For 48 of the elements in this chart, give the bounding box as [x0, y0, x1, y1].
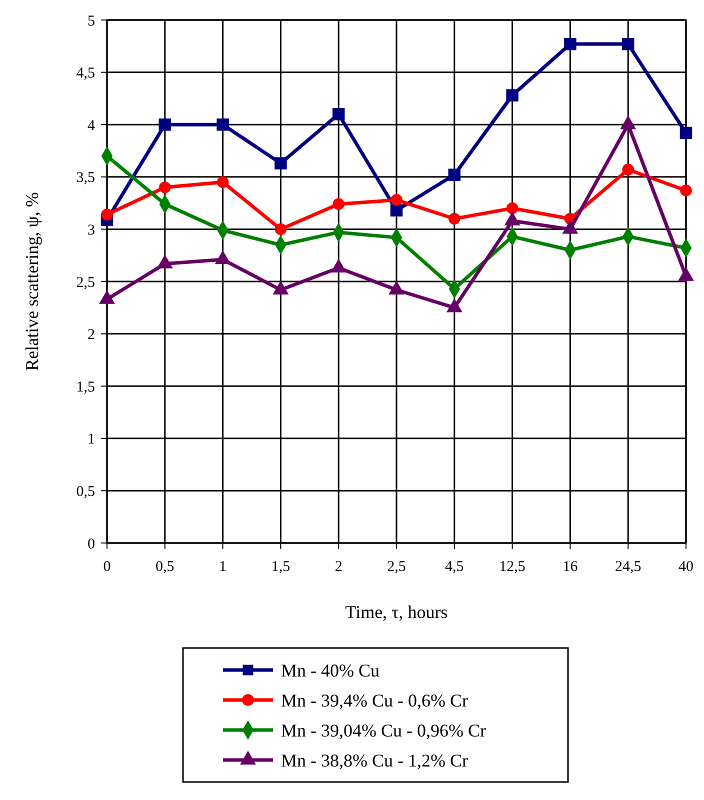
y-tick-label: 0	[88, 536, 95, 552]
legend-label: Mn - 38,8% Cu - 1,2% Cr	[281, 750, 468, 770]
y-tick-label: 4	[88, 118, 96, 134]
y-tick-label: 0,5	[76, 484, 95, 500]
y-tick-label: 1	[88, 432, 95, 448]
point	[274, 157, 287, 170]
x-tick-label: 16	[562, 559, 578, 575]
point	[101, 208, 113, 220]
y-tick-label: 5	[88, 13, 95, 30]
x-tick-label: 24,5	[614, 559, 642, 575]
point	[216, 176, 229, 188]
point	[680, 126, 692, 140]
y-tick-label: 3	[88, 222, 95, 238]
point	[680, 184, 692, 196]
point	[332, 198, 345, 210]
point	[622, 164, 634, 176]
y-tick-label: 2	[88, 327, 95, 344]
x-tick-label: 0	[103, 559, 111, 575]
point	[622, 38, 634, 50]
point	[448, 212, 460, 225]
y-axis-title: Relative scattering, ψ, %	[22, 192, 42, 371]
point	[390, 204, 403, 216]
x-tick-label: 0,5	[156, 559, 174, 575]
x-tick-label: 1	[219, 559, 227, 575]
point	[274, 223, 287, 236]
y-tick-label: 3,5	[76, 170, 95, 186]
point	[506, 202, 518, 214]
point	[390, 194, 402, 206]
point	[506, 89, 518, 102]
point	[332, 108, 345, 120]
x-tick-label: 40	[678, 559, 694, 575]
point	[564, 38, 576, 50]
y-tick-label: 2,5	[76, 274, 95, 291]
point	[158, 118, 172, 131]
x-tick-label: 2,5	[387, 559, 406, 575]
legend-label: Mn - 40% Cu	[281, 660, 380, 680]
y-tick-label: 4,5	[76, 66, 95, 82]
x-tick-label: 1,5	[271, 559, 290, 575]
point	[448, 168, 461, 181]
x-tick-label: 2	[334, 559, 342, 575]
x-tick-label: 12,5	[499, 559, 526, 575]
legend-label: Mn - 39,4% Cu - 0,6% Cr	[281, 690, 468, 710]
legend-label: Mn - 39,04% Cu - 0,96% Cr	[281, 720, 486, 740]
x-tick-label: 4,5	[445, 559, 464, 575]
x-axis-title: Time, τ, hours	[345, 602, 448, 622]
point	[216, 118, 229, 131]
point	[158, 181, 171, 194]
y-tick-label: 1,5	[76, 379, 95, 396]
